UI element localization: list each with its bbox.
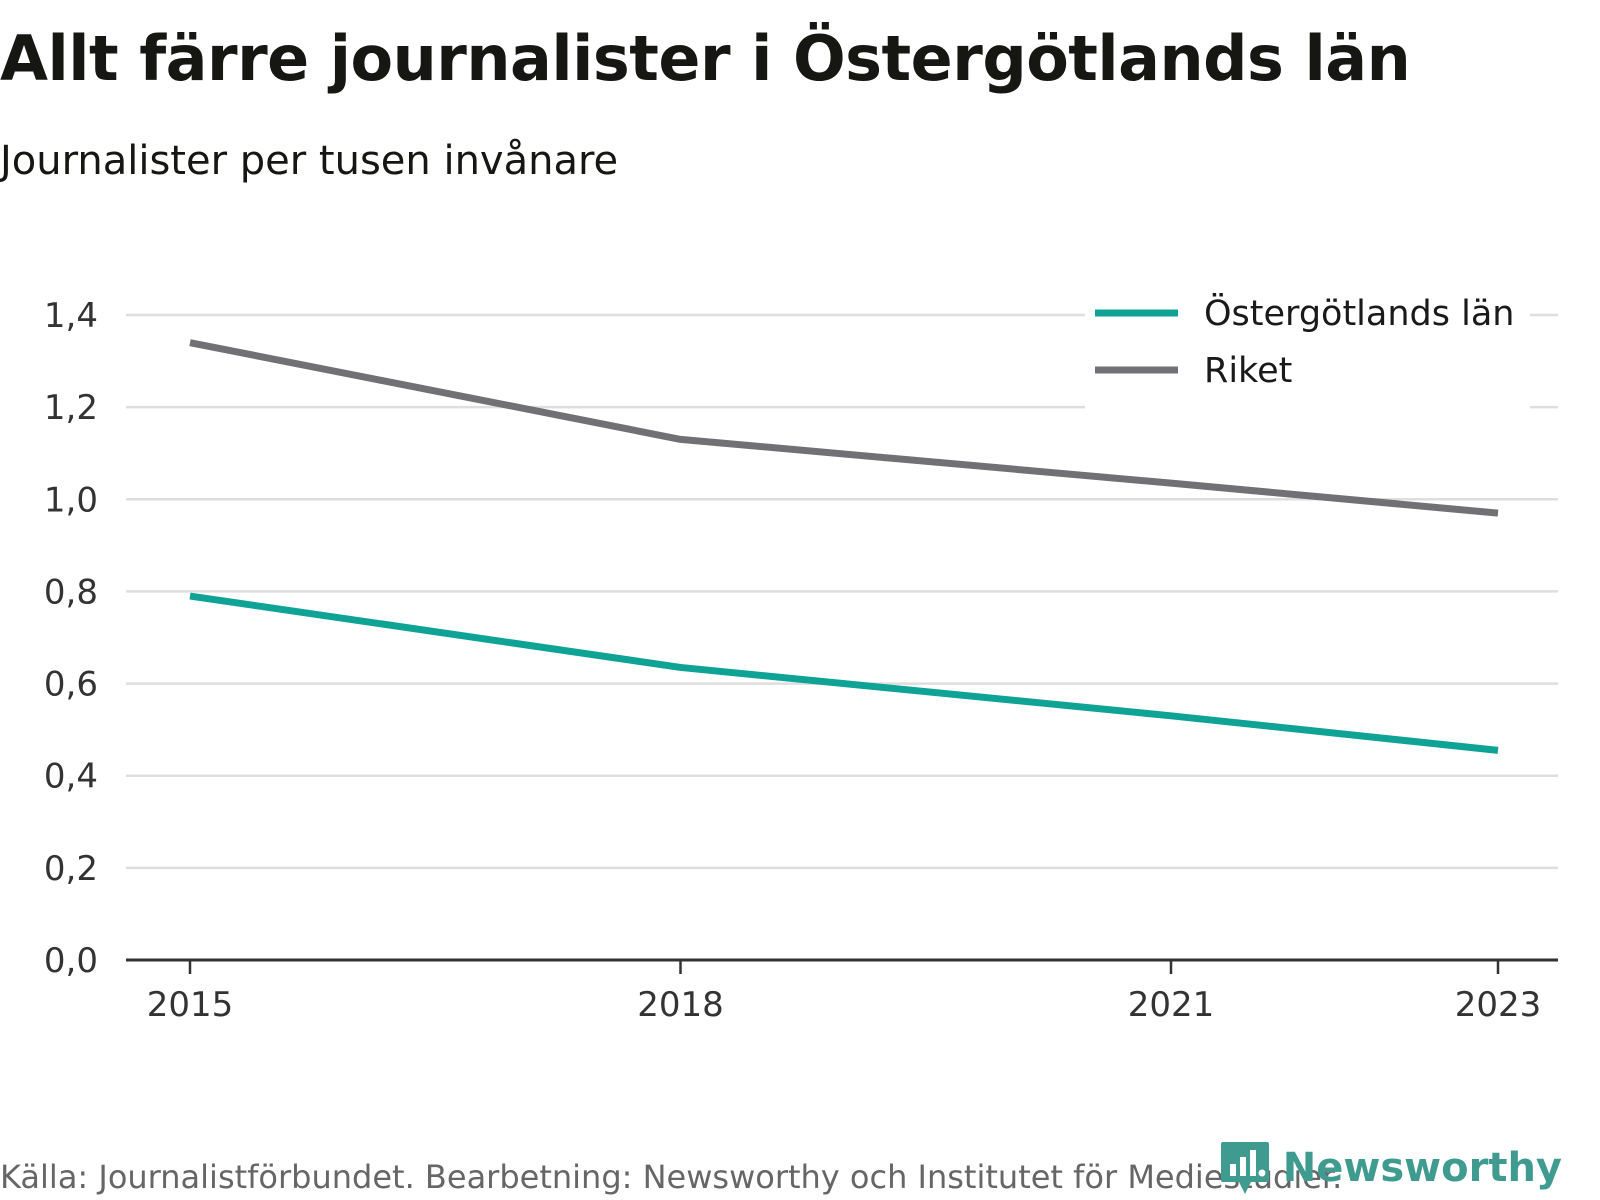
brand-name: Newsworthy — [1282, 1145, 1562, 1191]
x-axis: 2015 2018 2021 2023 — [126, 958, 1558, 1025]
chart-subtitle: Journalister per tusen invånare — [0, 138, 619, 184]
series-line — [189, 592, 1499, 754]
y-tick-label: 0,8 — [44, 572, 98, 612]
x-tick-label: 2023 — [1455, 985, 1542, 1025]
series-line — [189, 339, 1499, 517]
chart-title: Allt färre journalister i Östergötlands … — [0, 22, 1411, 95]
legend-label: Östergötlands län — [1204, 292, 1514, 334]
x-tick-label: 2018 — [637, 985, 724, 1025]
y-tick-label: 1,0 — [44, 480, 98, 520]
y-axis-ticks: 0,0 0,2 0,4 0,6 0,8 1,0 1,2 1,4 — [44, 296, 98, 981]
y-tick-label: 0,4 — [44, 757, 98, 797]
y-tick-label: 0,2 — [44, 849, 98, 889]
legend-label: Riket — [1204, 351, 1292, 391]
y-tick-label: 1,2 — [44, 388, 98, 428]
x-tick-label: 2021 — [1128, 985, 1215, 1025]
y-tick-label: 0,6 — [44, 665, 98, 705]
legend-background — [1085, 282, 1530, 410]
y-tick-label: 0,0 — [44, 941, 98, 981]
legend: Östergötlands län Riket — [1085, 282, 1530, 410]
x-tick-label: 2015 — [147, 985, 234, 1025]
newsworthy-logo-icon — [1220, 1142, 1269, 1194]
y-tick-label: 1,4 — [44, 296, 98, 336]
series-lines — [189, 339, 1499, 754]
brand-logo: Newsworthy — [1219, 1140, 1562, 1196]
source-note: Källa: Journalistförbundet. Bearbetning:… — [0, 1158, 1343, 1196]
